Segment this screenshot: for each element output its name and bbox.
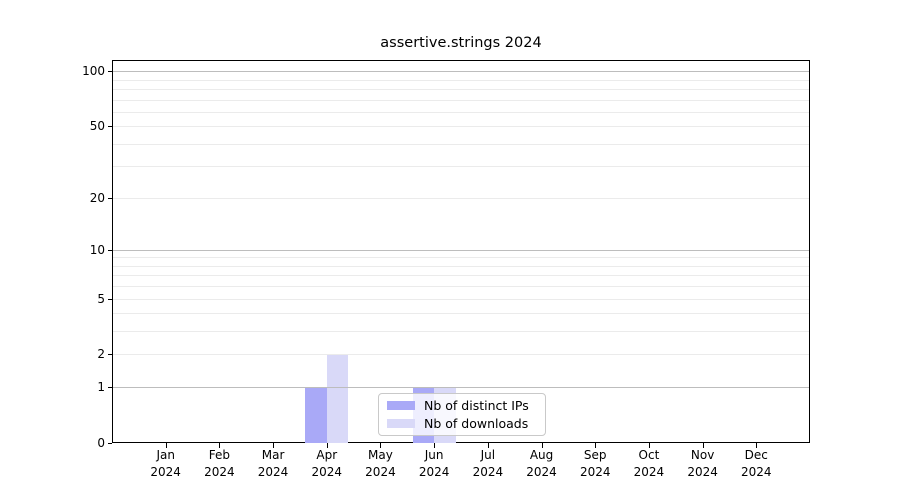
minor-gridline bbox=[113, 275, 809, 277]
x-axis-tick bbox=[273, 443, 275, 448]
minor-gridline bbox=[113, 143, 809, 145]
x-tick-label: Jun 2024 bbox=[418, 448, 450, 479]
minor-gridline bbox=[113, 298, 809, 300]
x-axis-tick bbox=[326, 443, 328, 448]
y-axis-tick bbox=[108, 249, 112, 251]
x-axis-tick bbox=[702, 443, 704, 448]
x-axis-tick bbox=[648, 443, 650, 448]
y-tick-label: 5 bbox=[97, 291, 105, 306]
x-tick-label: May 2024 bbox=[365, 448, 396, 479]
plot-area: Nb of distinct IPs Nb of downloads bbox=[112, 60, 810, 443]
x-tick-label: Apr 2024 bbox=[311, 448, 343, 479]
x-axis-tick bbox=[219, 443, 221, 448]
bar-distinct-ips-apr bbox=[305, 387, 327, 443]
legend-swatch-downloads bbox=[387, 418, 415, 428]
y-tick-label: 20 bbox=[89, 190, 105, 205]
y-axis-tick bbox=[108, 197, 112, 199]
minor-gridline bbox=[113, 126, 809, 128]
minor-gridline bbox=[113, 265, 809, 267]
y-axis-tick bbox=[108, 71, 112, 73]
minor-gridline bbox=[113, 331, 809, 333]
minor-gridline bbox=[113, 197, 809, 199]
y-axis-tick bbox=[108, 443, 112, 444]
legend-row: Nb of downloads bbox=[387, 416, 537, 431]
legend: Nb of distinct IPs Nb of downloads bbox=[378, 393, 546, 436]
x-tick-label: Aug 2024 bbox=[526, 448, 557, 479]
x-tick-label: Jul 2024 bbox=[472, 448, 504, 479]
minor-gridline bbox=[113, 313, 809, 315]
minor-gridline bbox=[113, 354, 809, 356]
minor-gridline bbox=[113, 257, 809, 259]
legend-swatch-distinct-ips bbox=[387, 401, 415, 411]
x-tick-label: Dec 2024 bbox=[741, 448, 772, 479]
y-tick-label: 0 bbox=[97, 436, 105, 450]
major-gridline bbox=[113, 249, 809, 251]
minor-gridline bbox=[113, 79, 809, 81]
x-tick-label: Oct 2024 bbox=[633, 448, 665, 479]
x-tick-label: Nov 2024 bbox=[687, 448, 718, 479]
y-tick-label: 10 bbox=[89, 242, 105, 257]
y-tick-label: 50 bbox=[89, 119, 105, 134]
minor-gridline bbox=[113, 166, 809, 168]
x-axis-tick bbox=[380, 443, 382, 448]
y-axis-tick bbox=[108, 126, 112, 128]
y-axis-tick bbox=[108, 387, 112, 389]
x-tick-label: Sep 2024 bbox=[579, 448, 611, 479]
y-tick-label: 100 bbox=[82, 64, 105, 79]
bar-downloads-apr bbox=[326, 354, 349, 443]
y-tick-label: 2 bbox=[97, 347, 105, 362]
x-axis-tick bbox=[434, 443, 436, 448]
major-gridline bbox=[113, 387, 809, 389]
y-tick-label: 1 bbox=[97, 380, 105, 395]
chart-title: assertive.strings 2024 bbox=[380, 35, 542, 51]
minor-gridline bbox=[113, 286, 809, 288]
x-axis-tick bbox=[541, 443, 543, 448]
x-axis-tick bbox=[595, 443, 597, 448]
major-gridline bbox=[113, 71, 809, 73]
x-axis-tick bbox=[165, 443, 167, 448]
x-tick-label: Feb 2024 bbox=[204, 448, 235, 479]
y-axis-tick bbox=[108, 298, 112, 300]
x-tick-label: Jan 2024 bbox=[150, 448, 181, 479]
x-axis-tick bbox=[756, 443, 758, 448]
y-axis-tick bbox=[108, 354, 112, 356]
legend-label: Nb of distinct IPs bbox=[424, 398, 529, 414]
minor-gridline bbox=[113, 88, 809, 90]
minor-gridline bbox=[113, 99, 809, 101]
legend-label: Nb of downloads bbox=[424, 415, 529, 431]
minor-gridline bbox=[113, 111, 809, 113]
legend-row: Nb of distinct IPs bbox=[387, 398, 537, 413]
x-tick-label: Mar 2024 bbox=[257, 448, 289, 479]
x-axis-tick bbox=[487, 443, 489, 448]
